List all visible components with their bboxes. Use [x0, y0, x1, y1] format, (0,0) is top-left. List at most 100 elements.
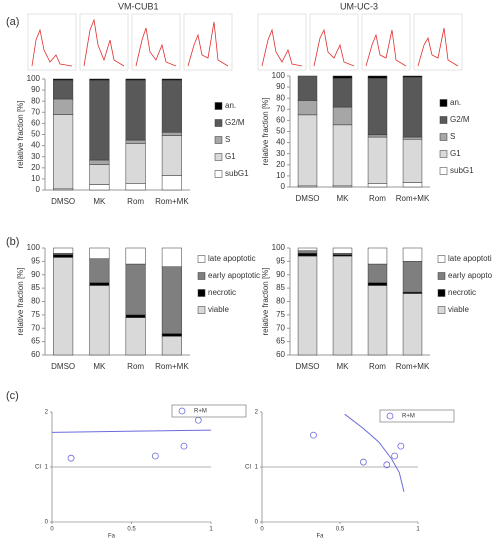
thumb-row-right [257, 13, 463, 71]
bar-segment [367, 136, 388, 184]
y-tick-label: 80 [276, 297, 285, 306]
bar-segment [53, 78, 74, 81]
legend-label: viable [208, 305, 229, 314]
bar-segment [161, 79, 182, 133]
y-tick-label: 65 [31, 337, 40, 346]
bar-segment [89, 247, 110, 259]
y-tick-label: 75 [31, 310, 40, 319]
legend-label: late apoptotic [208, 254, 256, 263]
x-tick-label: Rom+MK [396, 362, 430, 371]
x-tick-label: DMSO [51, 197, 75, 206]
y-tick-label: 20 [31, 163, 40, 172]
bar-segment [402, 247, 423, 262]
legend-swatch [197, 289, 206, 297]
legend-swatch [437, 306, 446, 314]
legend-swatch [439, 167, 448, 175]
bar-segment [367, 75, 388, 79]
data-point [359, 458, 367, 466]
x-tick-label: 1 [416, 527, 420, 533]
data-point [67, 454, 75, 462]
legend-label: necrotic [448, 288, 476, 297]
bar-segment [125, 79, 146, 141]
legend-swatch [439, 133, 448, 141]
y-tick-label: 1 [255, 465, 259, 471]
x-tick-label: 0.5 [127, 527, 136, 533]
legend-label: S [450, 132, 455, 141]
legend-swatch [197, 255, 206, 263]
bar-segment [297, 253, 318, 257]
bar-segment [402, 139, 423, 183]
bar-segment [367, 77, 388, 136]
bar-segment [297, 255, 318, 356]
bar-segment [161, 247, 182, 267]
fit-curve [51, 429, 212, 433]
data-point [383, 461, 391, 469]
legend-swatch [214, 170, 223, 178]
bar-segment [367, 247, 388, 265]
y-tick-label: 40 [276, 138, 285, 147]
y-tick-label: 2 [45, 410, 49, 416]
bar-segment [53, 98, 74, 115]
y-tick-label: 70 [276, 104, 285, 113]
bar-segment [297, 75, 318, 101]
bar-segment [53, 247, 74, 254]
bar-segment [125, 263, 146, 316]
x-tick-label: MK [93, 362, 106, 371]
bar-segment [367, 183, 388, 188]
y-tick-label: 85 [31, 283, 40, 292]
y-axis-label: CI [35, 465, 41, 471]
y-tick-label: 70 [31, 323, 40, 332]
y-tick-label: 10 [276, 171, 285, 180]
legend-swatch [214, 102, 223, 110]
bar-segment [125, 247, 146, 265]
y-tick-label: 2 [255, 410, 259, 416]
bar-segment [367, 285, 388, 356]
bar-segment [89, 258, 110, 284]
y-axis-label: relative fraction [%] [16, 267, 25, 335]
legend-label: viable [448, 305, 469, 314]
fit-curve [344, 413, 405, 492]
bar-segment [53, 254, 74, 258]
bar-segment [125, 314, 146, 318]
panel-label: (c) [6, 390, 19, 402]
y-tick-label: 60 [31, 350, 40, 359]
x-tick-label: Rom [127, 362, 144, 371]
x-tick-label: 0.5 [336, 527, 345, 533]
y-tick-label: 90 [276, 270, 285, 279]
flow-thumbnails [27, 13, 463, 71]
legend-box [379, 409, 455, 423]
legend-label: G1 [450, 149, 461, 158]
x-tick-label: DMSO [296, 362, 320, 371]
y-tick-label: 10 [31, 174, 40, 183]
bar-segment [297, 114, 318, 187]
y-tick-label: 100 [272, 243, 286, 252]
bar-segment [53, 114, 74, 190]
panel-label: (a) [6, 16, 19, 28]
legend-label: late apoptotic [448, 254, 492, 263]
data-point [194, 416, 202, 424]
x-axis-label: Fa [108, 534, 116, 540]
bar-segment [89, 78, 110, 81]
bar-segment [332, 255, 353, 356]
bar-segment [125, 139, 146, 144]
y-tick-label: 90 [31, 270, 40, 279]
y-axis-label: relative fraction [%] [261, 267, 270, 335]
legend-swatch [439, 116, 448, 124]
thumb-row-left [27, 13, 233, 71]
y-tick-label: 95 [276, 256, 285, 265]
y-axis-label: CI [245, 465, 251, 471]
bar-segment [402, 136, 423, 140]
legend-label: early apoptotic [208, 271, 260, 280]
y-tick-label: 80 [31, 96, 40, 105]
chart-title: VM-CUB1 [118, 1, 159, 11]
legend-swatch [439, 99, 448, 107]
y-tick-label: 90 [31, 85, 40, 94]
legend-swatch [197, 306, 206, 314]
legend-label: an. [450, 98, 461, 107]
y-tick-label: 100 [27, 243, 41, 252]
bar-segment [332, 247, 353, 254]
y-tick-label: 95 [31, 256, 40, 265]
legend-label: necrotic [208, 288, 236, 297]
x-tick-label: Rom+MK [155, 362, 189, 371]
bar-segment [297, 247, 318, 251]
